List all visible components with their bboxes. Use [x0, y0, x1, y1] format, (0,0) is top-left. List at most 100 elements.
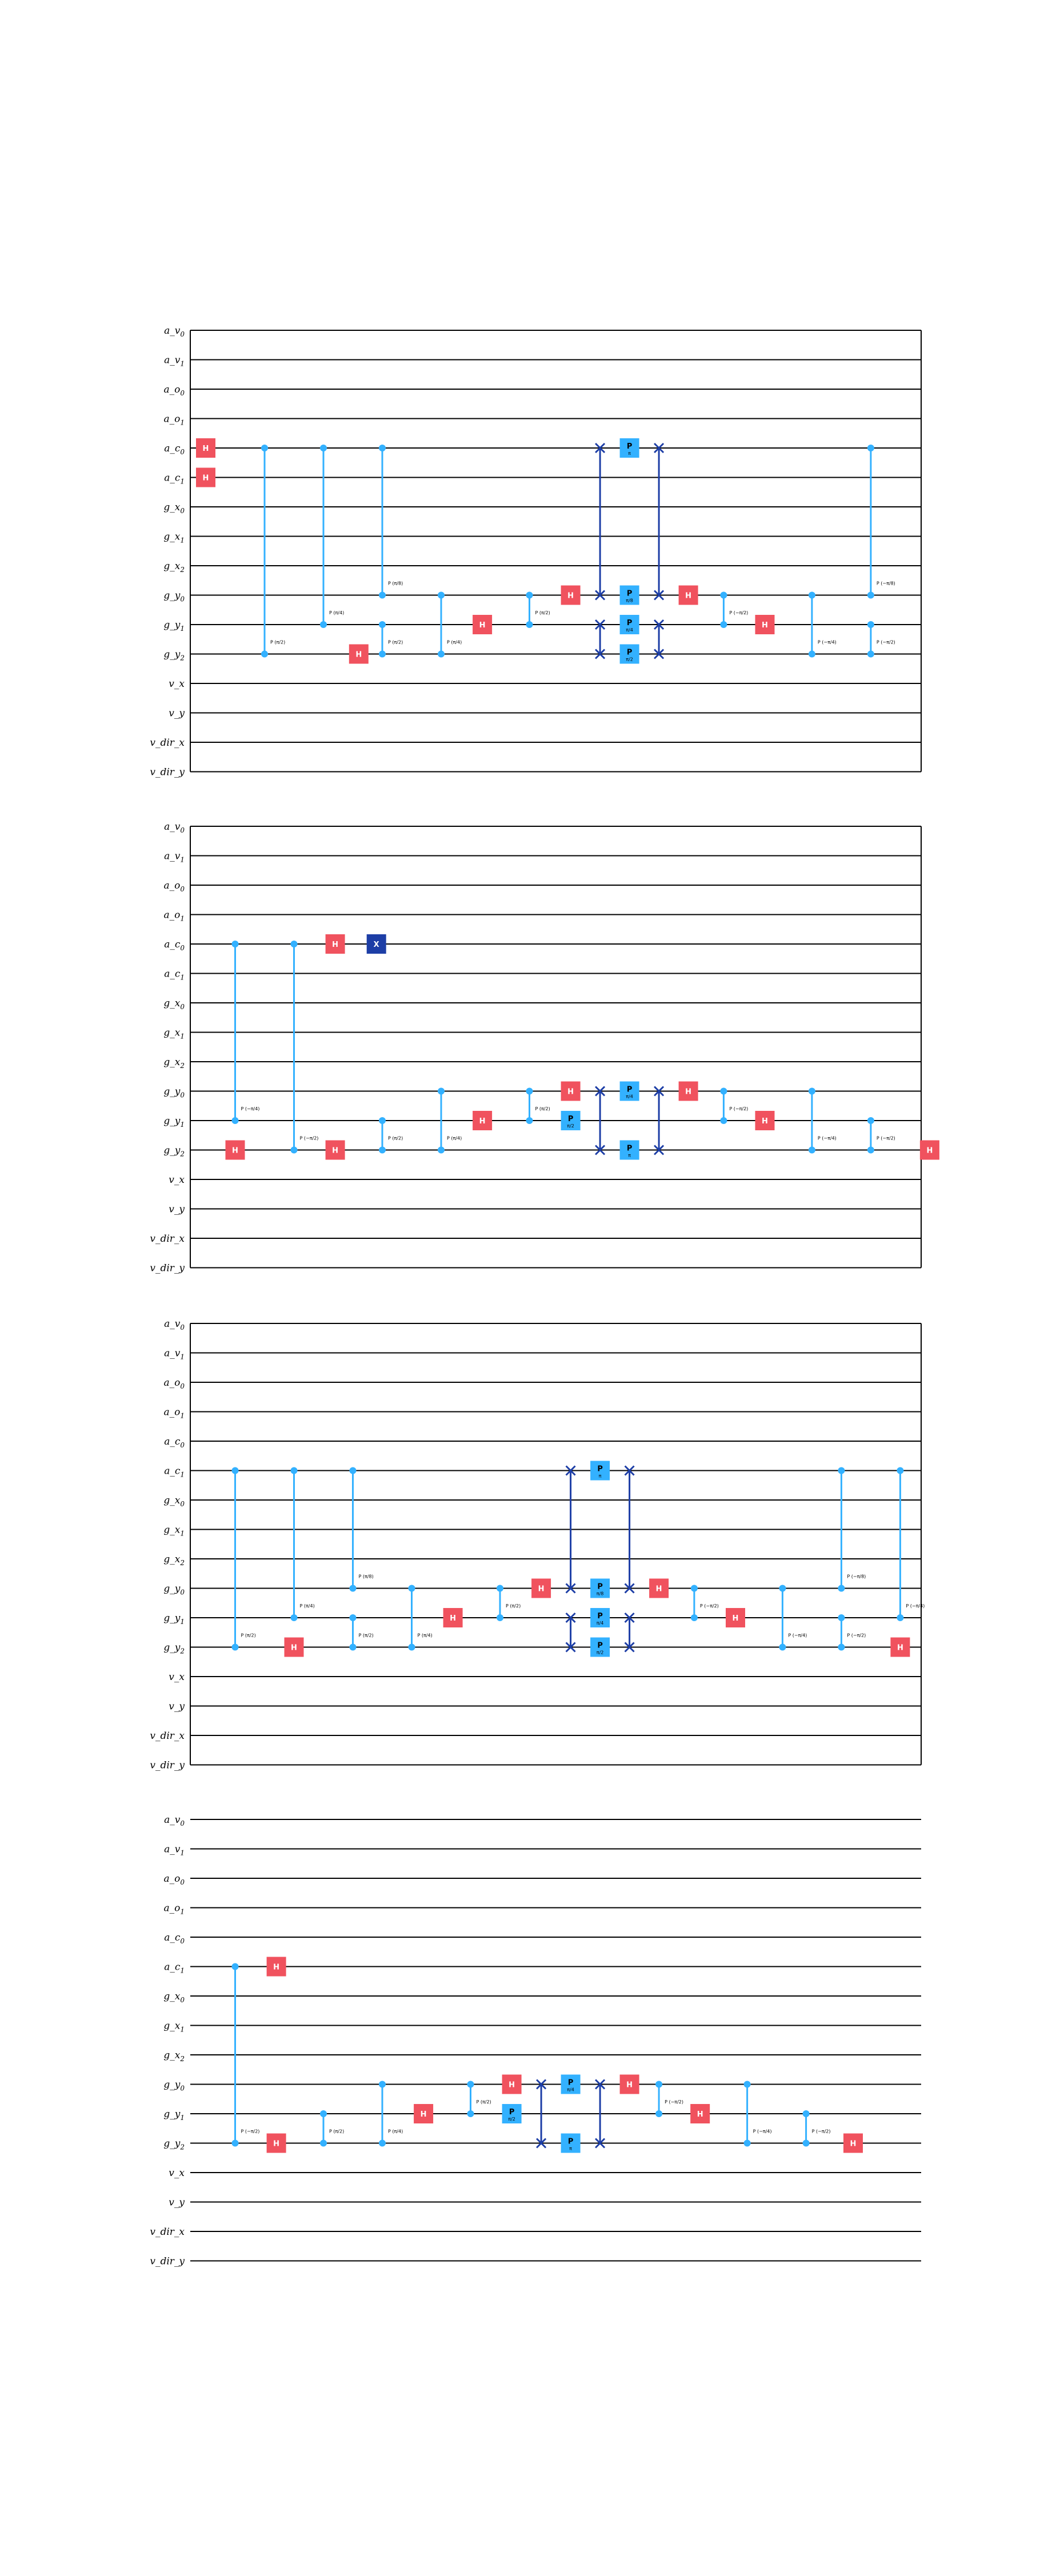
qubit-label-g_x0: g_x0	[163, 1495, 185, 1508]
controlled-phase-label: P (π/8)	[388, 581, 403, 586]
gate-symbol: P	[627, 1145, 633, 1153]
qubit-label-g_x2: g_x2	[163, 561, 185, 574]
gate-symbol: P	[568, 1115, 574, 1123]
hadamard-gate-g_y2	[843, 2133, 863, 2153]
gate-symbol: H	[479, 1117, 486, 1126]
qubit-label-a_c1: a_c1	[164, 1962, 185, 1975]
gate-symbol: H	[656, 1585, 662, 1594]
controlled-phase-label: P (π/2)	[506, 1603, 521, 1609]
swap-cross	[624, 1612, 635, 1623]
control-dot	[497, 1614, 503, 1621]
control-dot	[379, 2081, 386, 2088]
hadamard-gate-g_y2	[266, 2133, 286, 2153]
control-dot	[802, 2139, 810, 2147]
qubit-label-v_dir_x: v_dir_x	[150, 1730, 185, 1742]
qubit-label-v_x: v_x	[169, 2167, 185, 2179]
x-gate-a_c0	[366, 934, 386, 954]
control-dot	[349, 1467, 357, 1474]
qubit-label-g_x2: g_x2	[163, 1554, 185, 1567]
swap-cross	[595, 1086, 606, 1097]
phase-gate-g_y1	[619, 615, 639, 634]
phase-angle: π/8	[597, 1591, 604, 1597]
qubit-label-g_y0: g_y0	[163, 2079, 185, 2093]
controlled-phase-label: P (π/2)	[359, 1633, 374, 1638]
circuit-panel-3: a_v0 a_v1 a_o0 a_o1 a_c0 a_c1 g_x0 g_x1 g_x2 g_y0…	[150, 1318, 925, 1771]
gate-symbol: H	[291, 1644, 297, 1653]
phase-angle: π	[628, 451, 631, 456]
controlled-phase-label: P (−π/2)	[665, 2099, 683, 2105]
control-dot	[779, 1585, 786, 1592]
qubit-label-a_o0: a_o0	[163, 1873, 185, 1886]
gate-symbol: P	[627, 590, 633, 598]
control-dot	[897, 1467, 904, 1474]
swap-cross	[654, 590, 665, 601]
gate-symbol: H	[567, 1088, 574, 1097]
gate-symbol: H	[685, 592, 691, 601]
gate-symbol: H	[762, 621, 768, 630]
phase-angle: π/8	[626, 598, 633, 603]
qubit-label-g_y1: g_y1	[163, 1613, 185, 1626]
qubit-label-g_y1: g_y1	[163, 1115, 185, 1129]
qubit-label-v_y: v_y	[169, 708, 185, 719]
phase-angle: π/2	[626, 657, 633, 662]
gate-symbol: P	[568, 2138, 574, 2146]
controlled-phase-label: P (π/2)	[388, 1136, 403, 1141]
gate-symbol: H	[332, 1147, 338, 1155]
gate-symbol: H	[273, 1963, 279, 1972]
hadamard-gate-a_c0	[196, 438, 215, 458]
control-dot	[408, 1585, 415, 1592]
controlled-phase-label: P (π/4)	[447, 1136, 462, 1141]
qubit-label-v_dir_y: v_dir_y	[150, 767, 185, 778]
hadamard-gate-g_y0	[531, 1578, 551, 1598]
gate-symbol: H	[926, 1147, 933, 1155]
qubit-label-a_v0: a_v0	[164, 821, 185, 834]
qubit-label-v_y: v_y	[169, 1204, 185, 1215]
control-dot	[290, 1614, 298, 1621]
hadamard-gate-g_y0	[678, 585, 698, 605]
controlled-phase-label: P (−π/2)	[812, 2129, 831, 2134]
gate-symbol: H	[538, 1585, 545, 1594]
phase-angle: π/4	[626, 627, 633, 633]
control-dot	[379, 650, 386, 658]
qubit-label-g_y0: g_y0	[163, 1583, 185, 1597]
qubit-label-a_o0: a_o0	[163, 880, 185, 893]
qubit-label-v_x: v_x	[169, 1671, 185, 1683]
hadamard-gate-a_c1	[266, 1957, 286, 1977]
controlled-phase-label: P (π/2)	[329, 2129, 344, 2134]
control-dot	[867, 650, 874, 658]
controlled-phase-label: P (−π/2)	[877, 640, 895, 645]
controlled-phase-label: P (π/2)	[535, 610, 550, 615]
qubit-label-g_x1: g_x1	[163, 531, 185, 545]
controlled-phase-label: P (−π/4)	[241, 1106, 260, 1111]
phase-gate-g_y2	[590, 1637, 610, 1657]
control-dot	[897, 1614, 904, 1621]
controlled-phase-label: P (−π/8)	[877, 581, 895, 586]
controlled-phase-label: P (−π/2)	[877, 1136, 895, 1141]
hadamard-gate-g_y0	[561, 585, 581, 605]
qubit-label-v_x: v_x	[169, 1174, 185, 1186]
controlled-phase-label: P (π/4)	[329, 610, 344, 615]
control-dot	[231, 1643, 239, 1651]
hadamard-gate-g_y2	[890, 1637, 910, 1657]
phase-angle: π/4	[626, 1094, 633, 1099]
gate-symbol: P	[627, 649, 633, 657]
control-dot	[379, 591, 386, 599]
phase-angle: π	[599, 1474, 602, 1479]
controlled-phase-label: P (π/2)	[535, 1106, 550, 1111]
gate-symbol: H	[897, 1644, 903, 1653]
control-dot	[379, 2139, 386, 2147]
gate-symbol: H	[850, 2140, 857, 2149]
control-dot	[867, 1146, 874, 1154]
controlled-phase-label: P (π/2)	[477, 2099, 491, 2105]
qubit-label-v_x: v_x	[169, 678, 185, 690]
controlled-phase-label: P (−π/4)	[818, 640, 837, 645]
qubit-label-g_x0: g_x0	[163, 1991, 185, 2004]
swap-cross	[595, 590, 606, 601]
controlled-phase-label: P (π/4)	[447, 640, 462, 645]
gate-symbol: H	[567, 592, 574, 601]
control-dot	[438, 650, 445, 658]
controlled-phase-label: P (π/2)	[270, 640, 285, 645]
control-dot	[438, 1146, 445, 1154]
control-dot	[690, 1585, 698, 1592]
qubit-label-g_y1: g_y1	[163, 619, 185, 633]
